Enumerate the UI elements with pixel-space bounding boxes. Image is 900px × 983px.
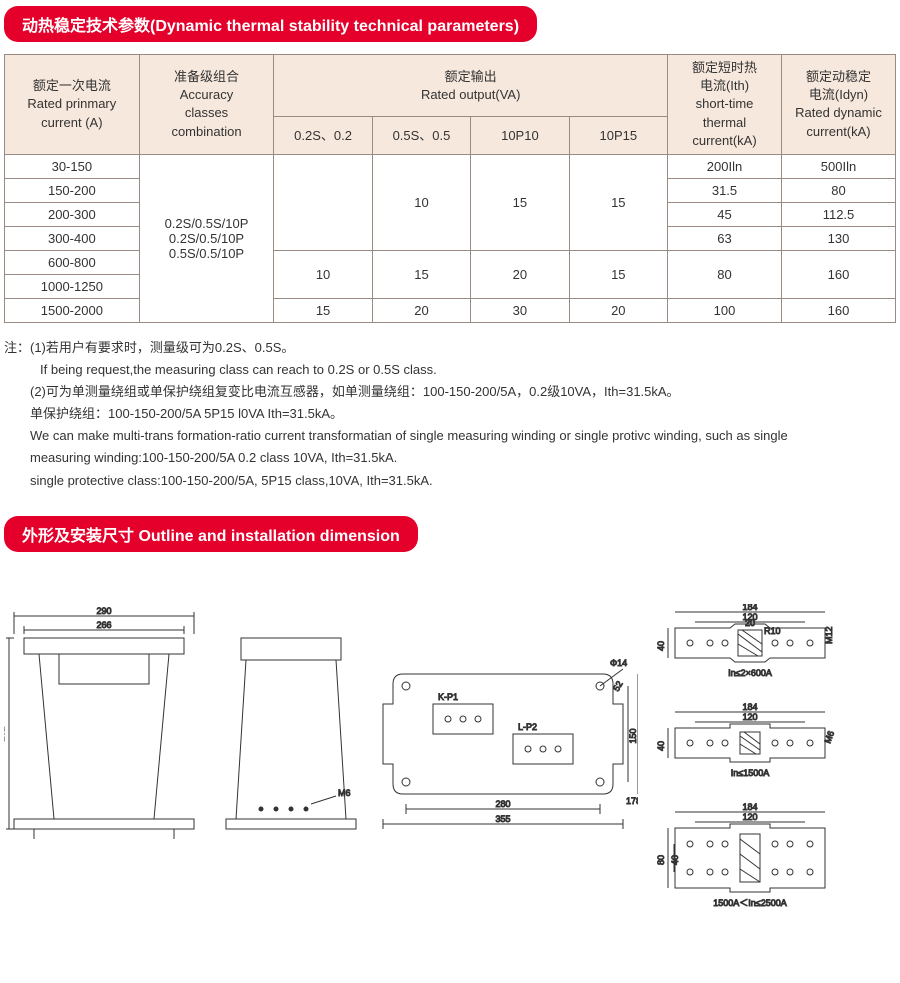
svg-text:40: 40 — [670, 855, 680, 865]
cell: 600-800 — [5, 250, 140, 274]
svg-text:282: 282 — [4, 726, 6, 741]
table-row: 600-800 10 15 20 15 80 160 — [5, 250, 896, 274]
cell: 15 — [569, 250, 667, 298]
cell: 80 — [781, 178, 895, 202]
cell: 130 — [781, 226, 895, 250]
cell: 160 — [781, 298, 895, 322]
cell: 45 — [668, 202, 782, 226]
drawing-terminal-plates: 184 120 20 R10 M12 40 In≤2×600A 184 120 — [650, 604, 850, 914]
cell: 100 — [668, 298, 782, 322]
svg-text:184: 184 — [742, 604, 757, 612]
cell: 15 — [569, 154, 667, 250]
note-line: If being request,the measuring class can… — [4, 359, 896, 381]
col-header-output: 额定输出 Rated output(VA) — [274, 55, 668, 117]
svg-text:20: 20 — [745, 618, 755, 628]
table-row: 1500-2000 15 20 30 20 100 160 — [5, 298, 896, 322]
cell: 300-400 — [5, 226, 140, 250]
cell: 30-150 — [5, 154, 140, 178]
cell: 10 — [372, 154, 470, 250]
cell: 31.5 — [668, 178, 782, 202]
cell: 1000-1250 — [5, 274, 140, 298]
note-line: measuring winding:100-150-200/5A 0.2 cla… — [4, 447, 896, 469]
cell: 15 — [372, 250, 470, 298]
svg-text:178: 178 — [626, 796, 638, 806]
cell: 150-200 — [5, 178, 140, 202]
svg-text:R10: R10 — [764, 626, 781, 636]
drawings-container: 290 266 282 — [4, 604, 896, 914]
cell: 112.5 — [781, 202, 895, 226]
cell: 20 — [569, 298, 667, 322]
svg-text:40: 40 — [656, 641, 666, 651]
notes-block: 注：(1)若用户有要求时，测量级可为0.2S、0.5S。 If being re… — [4, 337, 896, 492]
drawing-side-view: M6 — [216, 604, 366, 864]
cell: 200-300 — [5, 202, 140, 226]
col-sub-10p15: 10P15 — [569, 117, 667, 154]
drawing-front-view: 290 266 282 — [4, 604, 204, 864]
note-line: 单保护绕组：100-150-200/5A 5P15 l0VA Ith=31.5k… — [4, 403, 896, 425]
cell: 20 — [372, 298, 470, 322]
svg-text:120: 120 — [742, 812, 757, 822]
col-header-ith: 额定短时热 电流(Ith) short-time thermal current… — [668, 55, 782, 155]
cell: 160 — [781, 250, 895, 298]
svg-text:40: 40 — [656, 741, 666, 751]
svg-text:M6: M6 — [338, 788, 351, 798]
svg-text:290: 290 — [96, 606, 111, 616]
thermal-params-table: 额定一次电流 Rated prinmary current (A) 准备级组合 … — [4, 54, 896, 323]
svg-text:80: 80 — [656, 855, 666, 865]
cell: 500Iln — [781, 154, 895, 178]
cell — [274, 154, 372, 250]
col-header-idyn: 额定动稳定 电流(Idyn) Rated dynamic current(kA) — [781, 55, 895, 155]
cell: 15 — [471, 154, 569, 250]
svg-text:Φ14: Φ14 — [610, 658, 627, 668]
col-sub-10p10: 10P10 — [471, 117, 569, 154]
svg-text:K-P1: K-P1 — [438, 692, 458, 702]
cell: 63 — [668, 226, 782, 250]
svg-text:120: 120 — [742, 712, 757, 722]
svg-text:L-P2: L-P2 — [518, 722, 537, 732]
cell: 1500-2000 — [5, 298, 140, 322]
col-sub-05s: 0.5S、0.5 — [372, 117, 470, 154]
drawing-face-plate: K-P1 L-P2 Φ14 52 150 178 280 355 — [378, 604, 638, 864]
svg-text:In≤2×600A: In≤2×600A — [728, 668, 772, 678]
cell: 20 — [471, 250, 569, 298]
table-row: 30-150 0.2S/0.5S/10P 0.2S/0.5/10P 0.5S/0… — [5, 154, 896, 178]
svg-text:280: 280 — [495, 799, 510, 809]
cell: 15 — [274, 298, 372, 322]
svg-text:355: 355 — [495, 814, 510, 824]
svg-text:1500A＜In≤2500A: 1500A＜In≤2500A — [713, 898, 787, 908]
cell: 10 — [274, 250, 372, 298]
svg-text:M12: M12 — [824, 626, 834, 644]
svg-text:184: 184 — [742, 702, 757, 712]
cell: 30 — [471, 298, 569, 322]
note-line: (2)可为单测量绕组或单保护绕组复变比电流互感器，如单测量绕组：100-150-… — [4, 381, 896, 403]
cell: 200Iln — [668, 154, 782, 178]
col-sub-02s: 0.2S、0.2 — [274, 117, 372, 154]
svg-text:150: 150 — [628, 728, 638, 743]
svg-text:184: 184 — [742, 802, 757, 812]
cell-accuracy: 0.2S/0.5S/10P 0.2S/0.5/10P 0.5S/0.5/10P — [139, 154, 274, 322]
cell: 80 — [668, 250, 782, 298]
note-line: 注：(1)若用户有要求时，测量级可为0.2S、0.5S。 — [4, 337, 896, 359]
col-header-accuracy: 准备级组合 Accuracy classes combination — [139, 55, 274, 155]
section-header-thermal-params: 动热稳定技术参数(Dynamic thermal stability techn… — [4, 6, 537, 42]
section-header-outline: 外形及安装尺寸 Outline and installation dimensi… — [4, 516, 418, 552]
note-line: single protective class:100-150-200/5A, … — [4, 470, 896, 492]
svg-text:In≤1500A: In≤1500A — [731, 768, 769, 778]
svg-text:266: 266 — [96, 620, 111, 630]
col-header-primary: 额定一次电流 Rated prinmary current (A) — [5, 55, 140, 155]
note-line: We can make multi-trans formation-ratio … — [4, 425, 896, 447]
